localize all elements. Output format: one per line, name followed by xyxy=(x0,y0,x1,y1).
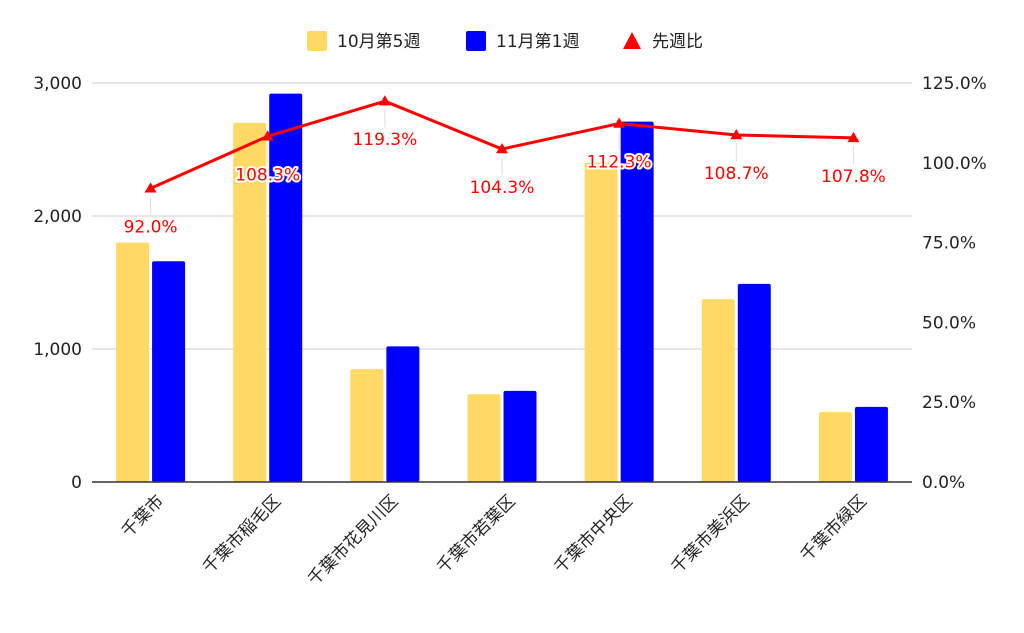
category-label: 千葉市若葉区 xyxy=(433,491,519,577)
bar-oct-week5 xyxy=(116,242,150,482)
bar-oct-week5 xyxy=(233,122,267,483)
right-tick-label: 125.0% xyxy=(922,74,987,94)
legend-label: 11月第1週 xyxy=(496,32,579,52)
category-label: 千葉市緑区 xyxy=(797,491,871,565)
right-tick-label: 75.0% xyxy=(922,234,976,254)
bar-nov-week1 xyxy=(737,283,771,482)
category-label: 千葉市 xyxy=(118,491,168,541)
ratio-marker xyxy=(378,95,391,106)
x-axis-categories: 千葉市 千葉市稲毛区 千葉市花見川区 千葉市若葉区 千葉市中央区 千葉市美浜区 千葉市緑区 xyxy=(118,491,871,589)
left-y-axis: 0 1,000 2,000 3,000 xyxy=(33,74,82,493)
legend-triangle-icon xyxy=(623,32,641,49)
bar-oct-week5 xyxy=(701,299,735,482)
right-tick-label: 50.0% xyxy=(922,313,976,333)
bar-oct-week5 xyxy=(467,394,501,482)
ratio-labels: 92.0% 108.3% 119.3% 104.3% 112.3% 108.7% 107.8… xyxy=(122,109,888,239)
bar-nov-week1 xyxy=(152,261,186,482)
category-label: 千葉市中央区 xyxy=(550,491,636,577)
bar-nov-week1 xyxy=(854,406,888,482)
bars xyxy=(116,93,888,483)
left-tick-label: 0 xyxy=(71,473,82,493)
legend: 10月第5週 11月第1週 先週比 xyxy=(307,31,703,52)
gridlines xyxy=(92,82,912,350)
right-tick-label: 0.0% xyxy=(922,473,965,493)
ratio-marker xyxy=(730,129,743,140)
ratio-data-label: 92.0% xyxy=(124,217,178,237)
legend-label: 先週比 xyxy=(652,32,703,52)
bar-oct-week5 xyxy=(350,368,384,482)
left-tick-label: 3,000 xyxy=(33,74,82,94)
ratio-data-label: 119.3% xyxy=(352,130,417,150)
ratio-line xyxy=(144,95,860,193)
ratio-marker xyxy=(144,182,157,193)
ratio-marker xyxy=(261,130,274,141)
left-tick-label: 2,000 xyxy=(33,207,82,227)
bar-nov-week1 xyxy=(503,390,537,482)
bar-oct-week5 xyxy=(584,162,618,483)
ratio-data-label: 108.7% xyxy=(704,164,769,184)
legend-swatch-oct-week5 xyxy=(307,31,327,51)
bar-nov-week1 xyxy=(386,346,420,482)
ratio-data-label: 108.3% xyxy=(235,165,300,185)
right-tick-label: 25.0% xyxy=(922,393,976,413)
ratio-marker xyxy=(613,117,626,128)
right-tick-label: 100.0% xyxy=(922,154,987,174)
ratio-data-label: 104.3% xyxy=(470,178,535,198)
category-label: 千葉市稲毛区 xyxy=(199,491,285,577)
bar-oct-week5 xyxy=(818,412,852,482)
category-label: 千葉市美浜区 xyxy=(668,491,754,577)
bar-nov-week1 xyxy=(620,121,654,482)
legend-swatch-nov-week1 xyxy=(466,31,486,51)
left-tick-label: 1,000 xyxy=(33,340,82,360)
ratio-data-label: 107.8% xyxy=(821,167,886,187)
ratio-marker xyxy=(847,131,860,143)
bar-nov-week1 xyxy=(269,93,303,482)
legend-label: 10月第5週 xyxy=(337,32,420,52)
category-label: 千葉市花見川区 xyxy=(304,491,402,589)
ratio-data-label: 112.3% xyxy=(587,153,652,173)
right-y-axis: 0.0% 25.0% 50.0% 75.0% 100.0% 125.0% xyxy=(922,74,987,493)
ratio-marker xyxy=(496,143,508,154)
